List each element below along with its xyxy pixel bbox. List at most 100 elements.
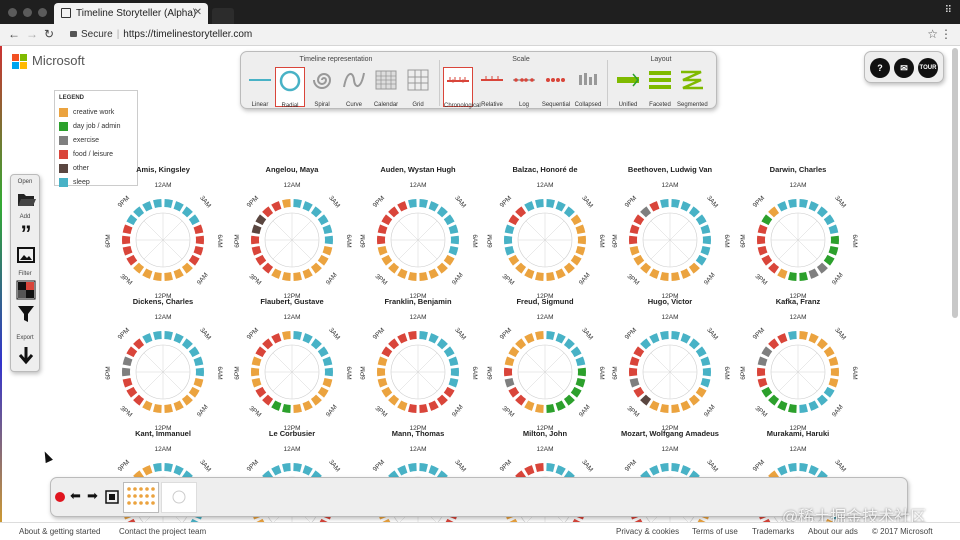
clock-label: 6PM bbox=[487, 234, 494, 247]
radial-segment bbox=[508, 386, 520, 398]
clock-label: 3AM bbox=[580, 195, 594, 210]
next-arrow-icon[interactable]: ➡ bbox=[87, 488, 98, 503]
contact-link[interactable]: Contact the project team bbox=[119, 527, 207, 536]
radial-segment bbox=[443, 254, 455, 266]
page-scrollbar[interactable] bbox=[952, 48, 958, 318]
radial-button[interactable]: Radial bbox=[275, 67, 305, 109]
record-button[interactable] bbox=[55, 492, 65, 502]
new-tab-button[interactable] bbox=[212, 8, 234, 24]
tab-close-icon[interactable]: ✕ bbox=[193, 7, 202, 18]
grid-button[interactable]: Grid bbox=[403, 67, 433, 108]
tour-button[interactable]: TOUR bbox=[918, 58, 938, 78]
radial-segment bbox=[193, 356, 204, 367]
category-filter-icon[interactable] bbox=[16, 280, 36, 300]
add-caption-quote-icon[interactable]: ” bbox=[20, 221, 32, 246]
radial-segment bbox=[255, 386, 267, 398]
browser-tab[interactable]: Timeline Storyteller (Alpha) ✕ bbox=[54, 3, 208, 24]
radial-segment bbox=[788, 403, 797, 413]
radial-spoke bbox=[525, 220, 565, 260]
about-link[interactable]: About & getting started bbox=[19, 527, 101, 536]
close-window-icon[interactable] bbox=[8, 8, 17, 17]
radial-segment bbox=[524, 400, 535, 411]
maximize-window-icon[interactable] bbox=[38, 8, 47, 17]
chronological-button[interactable]: Chronological bbox=[443, 67, 481, 109]
clock-label: 12PM bbox=[410, 293, 427, 300]
clock-label: 12AM bbox=[410, 182, 427, 189]
unified-button[interactable]: Unified bbox=[613, 67, 643, 108]
radial-segment bbox=[153, 403, 162, 413]
clock-label: 12AM bbox=[155, 446, 172, 453]
radial-segment bbox=[680, 465, 691, 476]
person-name: Darwin, Charles bbox=[770, 165, 827, 174]
forward-arrow-icon[interactable]: → bbox=[26, 27, 38, 41]
legend-label: food / leisure bbox=[73, 150, 114, 158]
radial-segment bbox=[660, 463, 669, 473]
radial-segment bbox=[381, 386, 393, 398]
terms-link[interactable]: Terms of use bbox=[692, 527, 738, 536]
radial-segment bbox=[293, 463, 302, 473]
radial-spoke bbox=[272, 352, 312, 392]
clock-label: 9PM bbox=[499, 195, 513, 209]
browser-menu-icon[interactable]: ⋮ bbox=[940, 27, 952, 41]
filter-funnel-icon[interactable] bbox=[16, 304, 36, 324]
fullscreen-icon[interactable] bbox=[105, 490, 119, 504]
clock-label: 3PM bbox=[119, 405, 134, 419]
reload-icon[interactable]: ↻ bbox=[44, 27, 55, 41]
scene-thumbnail-2[interactable] bbox=[161, 482, 197, 513]
privacy-link[interactable]: Privacy & cookies bbox=[616, 527, 680, 536]
trademarks-link[interactable]: Trademarks bbox=[752, 527, 795, 536]
radial-segment bbox=[293, 331, 302, 341]
spiral-button[interactable]: Spiral bbox=[307, 67, 337, 108]
linear-button[interactable]: Linear bbox=[245, 67, 275, 108]
radial-segment bbox=[133, 338, 145, 350]
chronological-label: Chronological bbox=[444, 103, 481, 109]
clock-label: 12AM bbox=[662, 314, 679, 321]
mail-button[interactable]: ✉ bbox=[894, 58, 914, 78]
export-down-arrow-icon[interactable] bbox=[16, 345, 36, 365]
radial-segment bbox=[133, 262, 145, 274]
relative-button[interactable]: Relative bbox=[477, 67, 507, 108]
person-name: Flaubert, Gustave bbox=[260, 297, 323, 306]
clock-label: 3PM bbox=[248, 273, 263, 287]
faceted-button[interactable]: Faceted bbox=[645, 67, 675, 108]
radial-segment bbox=[504, 245, 515, 256]
person-name: Mann, Thomas bbox=[392, 429, 445, 438]
ads-link[interactable]: About our ads bbox=[808, 527, 858, 536]
radial-segment bbox=[181, 394, 193, 406]
radial-segment bbox=[126, 386, 138, 398]
radial-segment bbox=[649, 268, 660, 279]
account-icon[interactable]: ⠿ bbox=[944, 5, 952, 16]
radial-segment bbox=[181, 206, 193, 218]
radial-segment bbox=[515, 394, 527, 406]
log-button[interactable]: Log bbox=[509, 67, 539, 108]
collapsed-button[interactable]: Collapsed bbox=[573, 67, 603, 108]
radial-segment bbox=[788, 463, 797, 473]
radial-label: Radial bbox=[281, 103, 299, 109]
minimize-window-icon[interactable] bbox=[23, 8, 32, 17]
calendar-button[interactable]: Calendar bbox=[371, 67, 401, 108]
clock-label: 6AM bbox=[723, 366, 730, 379]
clock-label: 6AM bbox=[471, 366, 478, 379]
clock-label: 9PM bbox=[624, 327, 638, 341]
radial-segment bbox=[504, 356, 515, 367]
previous-arrow-icon[interactable]: ⬅ bbox=[70, 488, 81, 503]
toolbar-divider bbox=[439, 60, 440, 106]
curve-button[interactable]: Curve bbox=[339, 67, 369, 108]
radial-segment bbox=[388, 262, 400, 274]
add-image-icon[interactable] bbox=[16, 245, 36, 265]
radial-segment bbox=[122, 245, 133, 256]
radial-segment bbox=[322, 377, 333, 388]
help-button[interactable]: ? bbox=[870, 58, 890, 78]
sequential-button[interactable]: Sequential bbox=[541, 67, 571, 108]
clock-label: 6PM bbox=[360, 234, 367, 247]
back-arrow-icon[interactable]: ← bbox=[8, 27, 20, 41]
radial-segment bbox=[799, 331, 808, 341]
url-field[interactable]: Secure | https://timelinestoryteller.com bbox=[64, 27, 940, 43]
scene-thumbnail-1[interactable] bbox=[123, 482, 159, 513]
legend-item: food / leisure bbox=[59, 147, 133, 161]
segmented-button[interactable]: Segmented bbox=[677, 67, 708, 108]
folder-open-icon[interactable] bbox=[16, 189, 36, 209]
clock-label: 12AM bbox=[537, 182, 554, 189]
bookmark-star-icon[interactable]: ☆ bbox=[927, 27, 938, 41]
